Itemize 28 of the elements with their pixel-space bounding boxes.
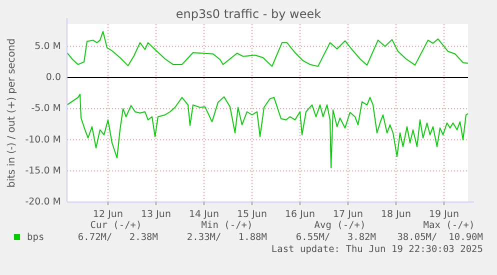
text: Min (-/+): [201, 220, 253, 231]
text: Max (-/+): [423, 220, 475, 231]
x-tick-label: 14 Jun: [189, 209, 219, 220]
text: Avg (-/+): [314, 220, 366, 231]
y-tick-label: 5.0 M: [34, 41, 61, 52]
y-axis-title: bits in (-) / out (+) per second: [6, 38, 18, 188]
legend-label: bps: [27, 232, 44, 243]
x-tick-label: 16 Jun: [285, 209, 315, 220]
text: 38.05M/ 10.90M: [397, 232, 484, 243]
x-tick-label: 13 Jun: [141, 209, 171, 220]
chart-title: enp3s0 traffic - by week: [176, 7, 322, 21]
text: 6.55M/ 3.82M: [296, 232, 376, 243]
text: 2.33M/ 1.88M: [186, 232, 268, 243]
text: 6.72M/ 2.38M: [78, 232, 158, 243]
line-series: [66, 94, 468, 168]
y-tick-label: -15.0 M: [25, 165, 61, 176]
x-tick-label: 19 Jun: [429, 209, 459, 220]
x-tick-label: 15 Jun: [237, 209, 267, 220]
y-tick-label: -5.0 M: [31, 103, 61, 114]
x-tick-label: 18 Jun: [381, 209, 411, 220]
x-tick-label: 12 Jun: [93, 209, 123, 220]
text: Cur (-/+): [90, 220, 142, 231]
x-tick-label: 17 Jun: [333, 209, 363, 220]
y-tick-label: -20.0 M: [25, 196, 61, 208]
line-series: [66, 30, 468, 67]
text: Last update: Thu Jun 19 22:30:03 2025: [271, 244, 483, 255]
y-tick-label: 0.0: [46, 72, 61, 84]
y-tick-label: -10.0 M: [25, 134, 61, 146]
